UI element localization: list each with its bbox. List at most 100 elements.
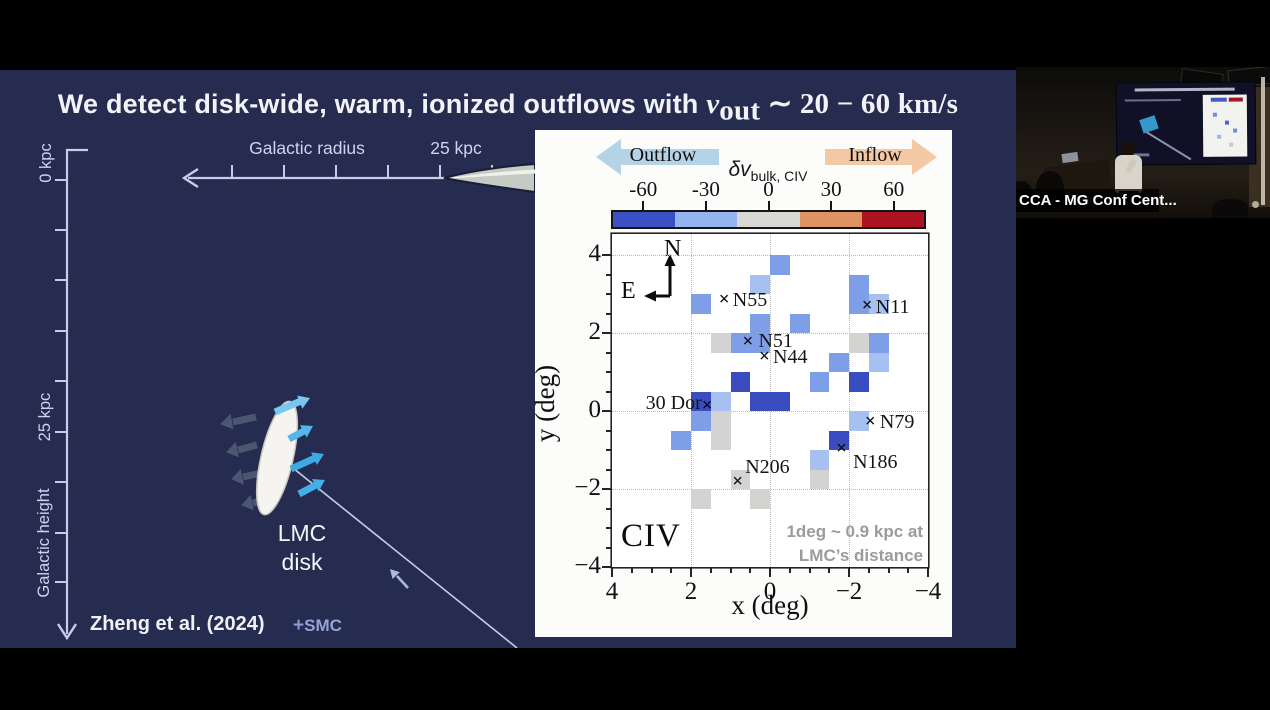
y-axis-tick-label: 2 [588,318,602,345]
colorbar-title-delta-v: δv [728,158,751,181]
outflow-label: Outflow [629,144,697,166]
heatmap-cell [691,489,711,509]
compass-arrows [644,254,676,302]
x-axis-tick [729,567,732,573]
heatmap-cell [750,313,771,333]
conference-room-video-feed: CCA - MG Conf Cent... [1016,67,1270,218]
y-axis-tick [602,332,612,334]
x-axis-tick [611,567,613,577]
presentation-slide: We detect disk-wide, warm, ionized outfl… [0,70,1016,648]
x-axis-tick [630,567,633,573]
mini-slide-title [1134,87,1235,92]
x-axis-tick-label: 0 [763,578,777,605]
region-label: N206 [745,455,790,478]
colorbar-segment [799,212,862,227]
y-axis-tick [606,546,612,549]
colorbar-segment [613,212,676,227]
heatmap-cell [671,430,692,450]
height-axis-arrowhead-icon [56,623,78,641]
x-axis-tick-label: 4 [605,578,619,605]
heatmap-cell [730,372,751,392]
gridline-horizontal [612,411,928,412]
region-marker-x: × [759,346,770,368]
colorbar-flow-arrows [596,139,937,175]
radius-ruler-arrowhead-icon [181,167,199,189]
colorbar-tick-label: -60 [629,177,658,201]
region-marker-x: × [742,330,754,352]
heatmap-cell [770,391,790,411]
region-label: 30 Dor [645,391,702,414]
colorbar-tick-label: 30 [820,177,842,201]
region-marker-x: × [836,437,847,459]
height-axis-ticks [55,179,67,583]
heatmap-cell [868,333,889,353]
mini-cell [1217,134,1222,139]
sightline-direction-arrow [396,575,409,589]
colorbar-tick [830,201,833,210]
y-axis-title: y (deg) [530,364,561,443]
region-marker-x: × [864,410,876,432]
heatmap-cell [691,391,711,411]
heatmap-cell [710,391,731,411]
mini-lmc-arrows [1139,115,1159,134]
y-axis-tick [606,390,612,393]
smc-label-text: SMC [304,616,342,635]
heatmap-plot-area: N E × N55 × N11 × N51 × N44 × 30 Dor × N79 × N186 × N20… [612,234,928,567]
y-axis-tick [606,273,612,276]
heatmap-cell [730,333,751,353]
y-axis-tick [602,488,612,490]
heatmap-cell [849,274,869,294]
mini-slide-figure-panel [1202,94,1248,157]
region-label: N44 [773,346,808,369]
x-axis-tick [709,567,712,573]
x-axis-tick [788,567,791,573]
region-marker-x: × [718,288,730,310]
region-marker-x: × [732,470,744,492]
colorbar-tick-label: 0 [763,177,774,201]
heatmap-cell [829,352,850,372]
heatmap-cell [849,333,869,353]
heatmap-cell [750,333,771,353]
y-axis-tick [606,449,612,451]
x-axis-tick-label: 2 [684,578,698,605]
colorbar-tick [642,201,645,210]
heatmap-cell [868,294,889,314]
lmc-disk-ellipse [255,400,299,516]
x-axis-tick [670,567,673,573]
heatmap-cell [750,391,771,411]
inflow-arrow-icon [825,139,937,175]
y-axis-tick [606,507,612,510]
milky-way-disk-core [452,169,535,179]
colorbar-tick [704,201,707,210]
lmc-disk-label-line1: LMC [277,520,327,546]
podium-laptop [1061,151,1079,164]
y-axis-tick [602,566,612,568]
small-light [1252,201,1259,208]
y-axis-tick [606,527,612,529]
heatmap-cell [809,450,830,470]
height-tick-label: 25 kpc [36,393,54,442]
y-axis-tick [602,410,612,412]
heatmap-cell [750,489,771,509]
heatmap-cell [710,411,731,431]
mini-cell [1233,128,1238,133]
height-axis-label: Galactic height [35,488,53,598]
compass-north-label: N [664,236,682,262]
heatmap-cell [809,469,830,489]
colorbar-tick [767,201,770,210]
radius-tick-label: 25 kpc [430,138,482,158]
x-axis-tick-label: −2 [835,578,863,605]
inflow-label: Inflow [848,144,902,166]
scale-note-line2: LMC’s distance [798,546,923,565]
heatmap-cell [849,372,869,392]
x-axis-tick [907,567,910,573]
video-caption: CCA - MG Conf Cent... [1016,189,1177,212]
colorbar-tick-label: 60 [883,177,905,201]
projection-screen [1115,81,1257,166]
smc-plus-icon: + [293,615,305,636]
height-zero-label: 0 kpc [37,143,55,182]
x-axis-tick [650,567,653,573]
y-axis-tick-label: −4 [574,552,601,579]
species-label: CIV [621,518,681,554]
